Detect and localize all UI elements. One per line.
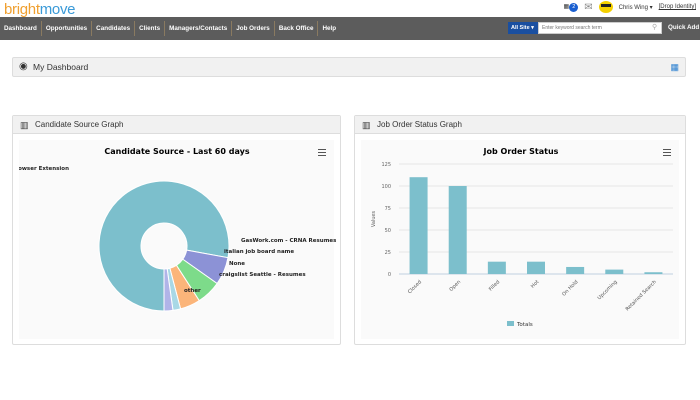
y-tick-label: 125	[381, 162, 391, 168]
search-input[interactable]	[538, 22, 662, 34]
y-tick-label: 0	[388, 272, 391, 278]
nav-back-office[interactable]: Back Office	[275, 21, 319, 36]
nav-dashboard[interactable]: Dashboard	[0, 21, 42, 36]
panel-title: Job Order Status Graph	[377, 120, 462, 129]
quick-add-button[interactable]: Quick Add	[668, 24, 700, 31]
slice-label: other	[184, 288, 201, 294]
avatar[interactable]	[598, 1, 613, 13]
slice-label: italian job board name	[224, 249, 294, 255]
legend-swatch	[507, 321, 514, 326]
chevron-down-icon: ▾	[649, 4, 653, 11]
bar-chart: Job Order Status 0 25 50 75 100 125 Values Close…	[371, 147, 673, 328]
x-tick-label: On Hold	[561, 279, 579, 297]
y-tick-label: 25	[385, 250, 391, 256]
grid-layout-icon[interactable]: ▦	[670, 62, 679, 72]
slice-label: Browser Extension	[19, 166, 69, 172]
pie-chart: Candidate Source - Last 60 days Browser E…	[11, 147, 337, 312]
slice-label: None	[229, 261, 245, 267]
nav-candidates[interactable]: Candidates	[92, 21, 136, 36]
nav-opportunities[interactable]: Opportunities	[42, 21, 93, 36]
chart-menu-icon[interactable]	[318, 149, 326, 156]
slice-label: craigslist Seattle - Resumes	[219, 272, 306, 278]
chart-menu-icon[interactable]	[663, 149, 671, 156]
nav-help[interactable]: Help	[322, 25, 337, 32]
candidate-source-panel: ▥ Candidate Source Graph Candidate Source…	[11, 115, 341, 345]
legend-label: Totals	[516, 322, 533, 328]
bar	[605, 269, 624, 274]
dashboard-header: ◉ My Dashboard ▦	[12, 57, 686, 77]
user-bar: ▦ 2 ✉ Chris Wing ▾ [Drop Identity]	[564, 1, 696, 13]
chart-title: Candidate Source - Last 60 days	[104, 147, 249, 156]
calendar-icon[interactable]: ▦ 2	[564, 2, 579, 12]
search-icon[interactable]: ⚲	[652, 24, 658, 31]
calendar-badge: 2	[569, 2, 579, 12]
mail-icon[interactable]: ✉	[584, 1, 593, 13]
pie-slice	[98, 180, 230, 312]
x-tick-label: Closed	[407, 279, 423, 295]
y-tick-label: 100	[381, 184, 391, 190]
slice-label: GasWork.com - CRNA Resumes	[241, 238, 336, 244]
brightmove-logo[interactable]: brightmove	[4, 1, 76, 18]
bar-chart-icon: ▥	[20, 120, 29, 130]
x-tick-label: Open	[448, 279, 462, 293]
x-tick-label: Filled	[488, 279, 501, 292]
nav-managers-contacts[interactable]: Managers/Contacts	[165, 21, 233, 36]
pie-slice	[163, 268, 174, 312]
y-tick-label: 50	[385, 228, 391, 234]
bar	[566, 266, 585, 274]
x-tick-label: Retained Search	[625, 279, 658, 312]
nav-clients[interactable]: Clients	[135, 21, 166, 36]
job-order-status-panel: ▥ Job Order Status Graph Job Order Status…	[354, 115, 686, 345]
bar-chart-icon: ▥	[362, 120, 371, 130]
x-tick-label: Upcoming	[597, 279, 619, 301]
bar	[409, 177, 428, 274]
bar	[526, 261, 546, 274]
bar	[487, 261, 506, 274]
x-tick-label: Hot	[530, 279, 540, 289]
chart-title: Job Order Status	[483, 147, 559, 156]
user-menu[interactable]: Chris Wing ▾	[618, 4, 653, 11]
dashboard-icon: ◉	[19, 61, 28, 72]
bar	[448, 186, 467, 274]
drop-identity-link[interactable]: [Drop Identity]	[658, 4, 696, 10]
y-tick-label: 75	[385, 206, 391, 212]
bar	[644, 272, 663, 274]
site-select[interactable]: All Site ▾	[508, 22, 538, 34]
page-title: My Dashboard	[33, 62, 89, 72]
panel-title: Candidate Source Graph	[35, 120, 124, 129]
y-axis-label: Values	[371, 210, 377, 227]
nav-job-orders[interactable]: Job Orders	[232, 21, 275, 36]
